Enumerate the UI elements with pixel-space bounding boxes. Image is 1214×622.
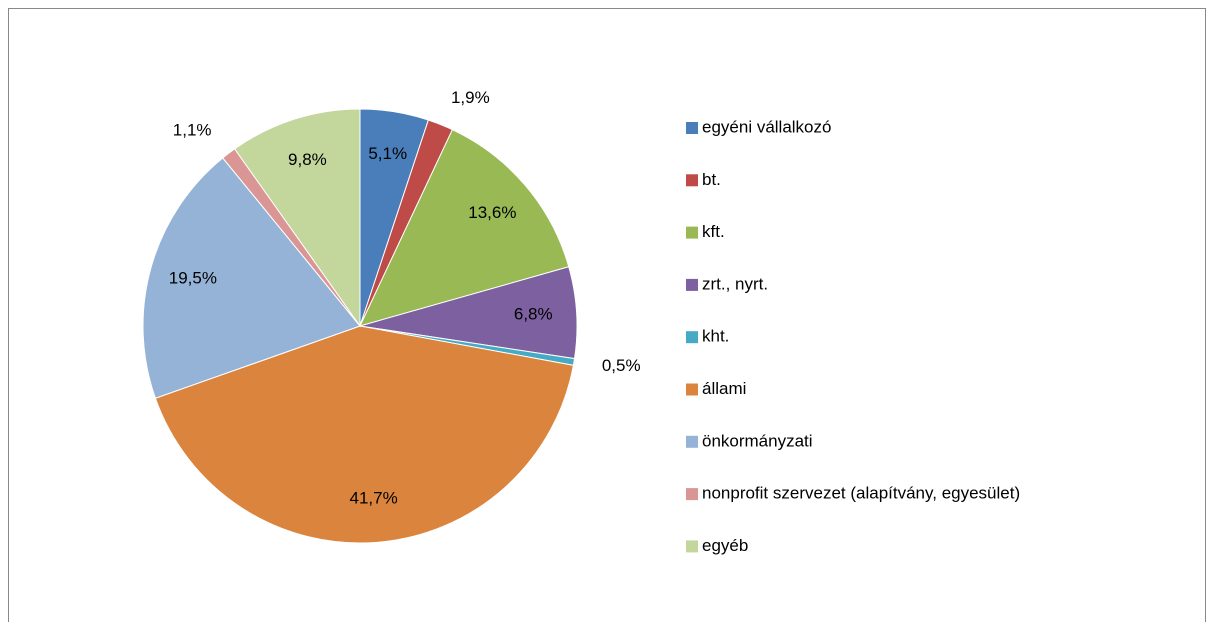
pie-slice (359, 128, 570, 327)
data-label: 1,9% (451, 88, 490, 107)
legend-label: önkormányzati (702, 431, 813, 450)
legend-swatch (686, 278, 698, 291)
legend-swatch (686, 331, 698, 344)
data-label: 6,8% (514, 305, 553, 324)
data-label: 0,5% (602, 356, 641, 375)
data-label: 1,1% (173, 120, 212, 139)
legend-label: nonprofit szervezet (alapítvány, egyesül… (702, 484, 1020, 503)
legend-label: egyéb (702, 536, 748, 555)
legend-swatch (686, 174, 698, 187)
pie-slice (142, 157, 361, 399)
data-label: 13,6% (468, 203, 516, 222)
legend-swatch (686, 435, 698, 448)
legend-swatch (686, 488, 698, 501)
legend-swatch (686, 383, 698, 396)
legend-label: állami (702, 379, 746, 398)
data-label: 5,1% (368, 144, 407, 163)
pie-slice (233, 108, 361, 328)
legend-label: egyéni vállalkozó (702, 117, 831, 136)
legend-label: kht. (702, 327, 729, 346)
pie-slice (154, 325, 574, 544)
data-label: 19,5% (169, 269, 217, 288)
legend-swatch (686, 540, 698, 553)
legend-label: zrt., nyrt. (702, 274, 768, 293)
legend-label: bt. (702, 170, 721, 189)
data-label: 9,8% (288, 150, 327, 169)
legend-swatch (686, 122, 698, 134)
legend-label: kft. (702, 222, 725, 241)
legend-swatch (686, 226, 698, 239)
data-label: 41,7% (350, 489, 398, 508)
